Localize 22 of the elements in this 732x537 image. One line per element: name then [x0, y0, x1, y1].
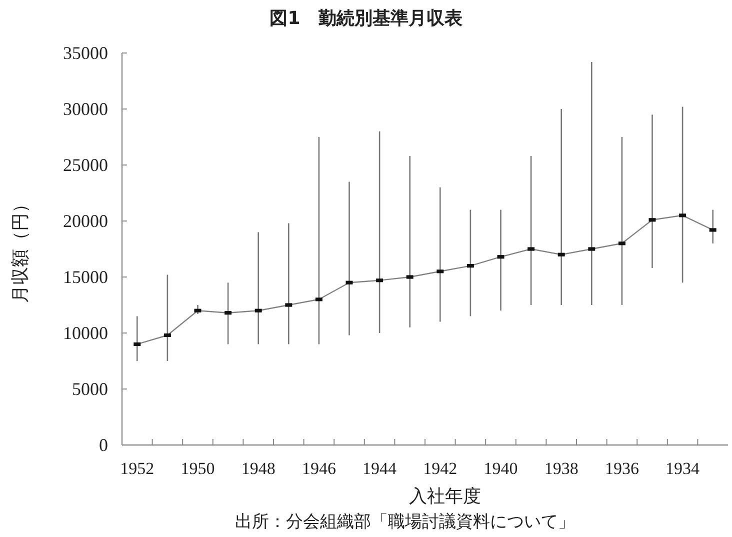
y-tick-label: 0 — [99, 435, 108, 455]
x-tick-label: 1952 — [120, 459, 154, 478]
y-tick-label: 25000 — [63, 155, 108, 175]
y-tick-label: 30000 — [63, 99, 108, 119]
y-tick-label: 20000 — [63, 211, 108, 231]
x-tick-label: 1940 — [484, 459, 518, 478]
y-tick-label: 5000 — [72, 379, 108, 399]
x-axis-title: 入社年度 — [409, 486, 481, 506]
x-tick-label: 1948 — [241, 459, 276, 478]
x-tick-label: 1942 — [423, 459, 458, 478]
x-tick-label: 1936 — [604, 459, 639, 478]
y-axis-title: 月収額（円） — [10, 195, 30, 303]
y-tick-label: 35000 — [63, 43, 108, 63]
x-tick-label: 1934 — [666, 459, 700, 478]
chart-title: 図1 勤続別基準月収表 — [270, 8, 462, 29]
x-tick-label: 1944 — [362, 459, 398, 478]
y-tick-label: 10000 — [63, 323, 108, 343]
x-tick-label: 1950 — [180, 459, 215, 478]
x-tick-label: 1946 — [302, 459, 336, 478]
text: 出所：分会組織部「職場討議資料について」 — [235, 512, 575, 531]
x-tick-label: 1938 — [544, 459, 578, 478]
y-tick-label: 15000 — [63, 267, 108, 287]
